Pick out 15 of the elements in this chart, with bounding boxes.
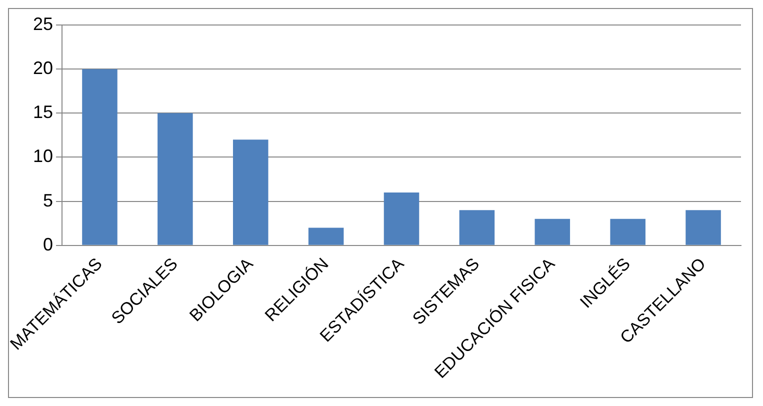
- bar: [82, 69, 118, 245]
- bar: [308, 228, 344, 245]
- bar: [232, 140, 268, 245]
- y-tick-label: 10: [32, 146, 54, 166]
- bar: [610, 218, 646, 245]
- bar: [686, 210, 721, 245]
- bar: [534, 218, 570, 245]
- bar: [384, 192, 420, 245]
- y-tick-label: 20: [32, 58, 54, 78]
- y-tick-label: 15: [32, 102, 54, 122]
- y-tick-label: 5: [43, 190, 54, 210]
- bar: [459, 210, 495, 245]
- bar: [158, 113, 193, 245]
- y-tick-label: 25: [32, 14, 54, 34]
- y-tick-label: 0: [43, 234, 54, 254]
